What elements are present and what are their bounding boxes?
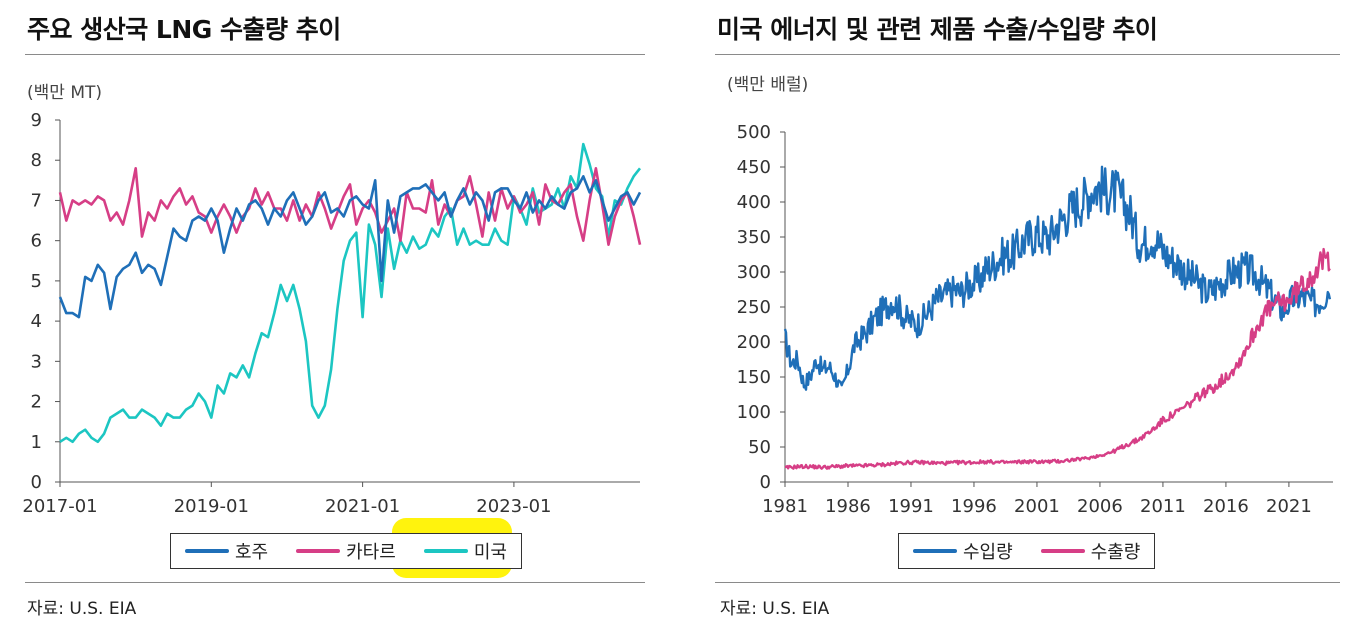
left-y-tick-label: 1 xyxy=(31,432,42,453)
right-chart-title: 미국 에너지 및 관련 제품 수출/수입량 추이 xyxy=(717,15,1158,44)
left-y-tick-label: 6 xyxy=(31,231,42,252)
legend-label-exports: 수출량 xyxy=(1090,542,1141,563)
legend-swatch-exports xyxy=(1040,549,1085,553)
right-x-tick-label: 1996 xyxy=(951,496,997,517)
left-unit-label: (백만 MT) xyxy=(27,83,103,103)
legend-item-exports: 수출량 xyxy=(1040,538,1141,564)
right-bottom-rule xyxy=(715,582,1340,583)
right-x-tick-label: 2011 xyxy=(1140,496,1186,517)
left-title-rule xyxy=(25,54,645,55)
legend-item-qatar: 카타르 xyxy=(296,538,396,564)
left-source-note: 자료: U.S. EIA xyxy=(27,599,137,619)
left-y-tick-label: 4 xyxy=(31,311,42,332)
left-y-tick-label: 2 xyxy=(31,392,42,413)
left-chart-panel: 주요 생산국 LNG 수출량 추이 (백만 MT) 0 1 2 3 4 5 6 7 8 9 2017… xyxy=(0,0,660,638)
legend-label-imports: 수입량 xyxy=(963,542,1013,563)
left-bottom-rule xyxy=(25,582,645,583)
right-unit-label: (백만 배럴) xyxy=(727,75,809,95)
left-x-tick-label: 2021-01 xyxy=(325,496,400,517)
right-x-tick-label: 2006 xyxy=(1077,496,1123,517)
right-x-tick-label: 2016 xyxy=(1203,496,1249,517)
right-title-rule xyxy=(715,54,1340,55)
left-y-tick-label: 0 xyxy=(31,472,42,493)
left-chart-title: 주요 생산국 LNG 수출량 추이 xyxy=(27,15,341,44)
right-y-tick-label: 0 xyxy=(760,472,771,493)
legend-item-imports: 수입량 xyxy=(913,538,1013,564)
left-y-tick-label: 7 xyxy=(31,190,42,211)
legend-swatch-australia xyxy=(185,549,229,553)
left-chart-legend: 호주 카타르 미국 xyxy=(170,533,522,569)
right-y-tick-label: 200 xyxy=(737,332,771,353)
left-y-tick-label: 9 xyxy=(31,110,42,131)
legend-swatch-us xyxy=(423,549,468,553)
left-y-tick-label: 3 xyxy=(31,351,42,372)
right-x-tick-label: 2021 xyxy=(1266,496,1312,517)
right-chart-legend: 수입량 수출량 xyxy=(898,533,1156,569)
left-x-tick-label: 2023-01 xyxy=(476,496,551,517)
right-y-tick-label: 250 xyxy=(737,297,771,318)
right-y-tick-label: 100 xyxy=(737,402,771,423)
left-x-tick-label: 2017-01 xyxy=(22,496,97,517)
legend-item-us: 미국 xyxy=(423,538,507,564)
series-line-australia xyxy=(58,175,642,319)
right-chart-panel: 미국 에너지 및 관련 제품 수출/수입량 추이 (백만 배럴) 0 50 100 1… xyxy=(705,0,1365,638)
right-y-tick-label: 400 xyxy=(737,192,771,213)
right-y-tick-label: 150 xyxy=(737,367,771,388)
right-x-tick-label: 1981 xyxy=(762,496,808,517)
right-x-tick-label: 1991 xyxy=(888,496,934,517)
right-y-tick-label: 450 xyxy=(737,157,771,178)
series-line-qatar xyxy=(58,167,642,246)
left-y-tick-label: 5 xyxy=(31,271,42,292)
left-x-tick-label: 2019-01 xyxy=(174,496,249,517)
right-line-chart: 0 50 100 150 200 250 300 350 400 450 500 1981 1986 19… xyxy=(737,122,1333,517)
right-source-note: 자료: U.S. EIA xyxy=(720,599,830,619)
right-y-tick-label: 500 xyxy=(737,122,771,143)
left-line-chart: 0 1 2 3 4 5 6 7 8 9 2017-01 2019-01 2021-01 2023-01 xyxy=(22,110,642,517)
right-x-tick-label: 1986 xyxy=(825,496,871,517)
legend-label-qatar: 카타르 xyxy=(346,542,396,563)
left-y-tick-label: 8 xyxy=(31,150,42,171)
series-line-imports xyxy=(783,165,1332,391)
legend-label-us: 미국 xyxy=(473,542,507,563)
right-y-tick-label: 50 xyxy=(748,437,771,458)
series-line-us xyxy=(59,142,642,444)
series-line-exports xyxy=(784,247,1331,470)
legend-label-australia: 호주 xyxy=(235,542,269,563)
right-y-tick-label: 300 xyxy=(737,262,771,283)
legend-swatch-imports xyxy=(913,549,957,553)
right-y-tick-label: 350 xyxy=(737,227,771,248)
legend-item-australia: 호주 xyxy=(185,538,268,564)
right-x-tick-label: 2001 xyxy=(1014,496,1060,517)
legend-swatch-qatar xyxy=(296,549,341,553)
